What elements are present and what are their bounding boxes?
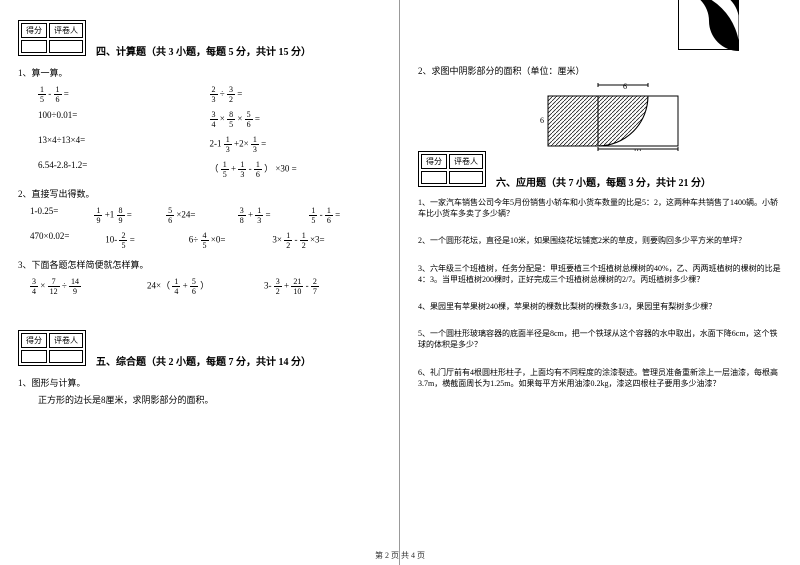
dim-6: 6 xyxy=(623,82,627,91)
s-c: 3- 32 + 2110 - 27 xyxy=(264,277,381,296)
sec5-q1: 1、图形与计算。 xyxy=(18,376,381,389)
d2b: 10- 25 = xyxy=(105,231,189,250)
diagram-shaded-icon: 6 6 10 xyxy=(528,81,648,145)
score-box-5: 得分 评卷人 xyxy=(18,330,86,366)
frac: 13 xyxy=(255,206,263,225)
frac: 34 xyxy=(210,110,218,129)
s-a: 34 × 712 ÷ 149 xyxy=(30,277,147,296)
expr-3b: 2-1 13 +2× 13 = xyxy=(210,135,382,154)
sec5-q2: 2、求图中阴影部分的面积（单位：厘米） xyxy=(418,64,782,77)
frac: 32 xyxy=(274,277,282,296)
frac: 23 xyxy=(210,85,218,104)
sec6-q2: 2、一个圆形花坛，直径是10米，如果围绕花坛铺宽2米的草皮，则要购回多少平方米的… xyxy=(418,235,782,246)
frac: 45 xyxy=(201,231,209,250)
frac: 89 xyxy=(117,206,125,225)
d1d: 38 + 13 = xyxy=(238,206,310,225)
section-6-title: 六、应用题（共 7 小题，每题 3 分，共计 21 分） xyxy=(496,174,711,189)
dim-6v: 6 xyxy=(540,116,544,125)
d2d: 3× 12 - 12 ×3= xyxy=(272,231,381,250)
frac: 149 xyxy=(69,277,81,296)
score-label: 得分 xyxy=(21,23,47,38)
frac: 15 xyxy=(309,206,317,225)
frac: 712 xyxy=(48,277,60,296)
expr-row-1: 15 - 16 = 23 ÷ 32 = xyxy=(38,85,381,104)
grader-blank xyxy=(49,350,83,363)
section-5-title: 五、综合题（共 2 小题，每题 7 分，共计 14 分） xyxy=(96,353,311,368)
expr-row-3: 13×4÷13×4= 2-1 13 +2× 13 = xyxy=(38,135,381,154)
score-label: 得分 xyxy=(21,333,47,348)
s-b: 24×（ 14 + 56 ） xyxy=(147,277,264,296)
expr-2a: 100÷0.01= xyxy=(38,110,210,129)
frac: 19 xyxy=(94,206,102,225)
score-box-4: 得分 评卷人 xyxy=(18,20,86,56)
d1b: 19 +1 89 = xyxy=(94,206,166,225)
frac: 16 xyxy=(254,160,262,179)
expr-2b: 34 × 85 × 56 = xyxy=(210,110,382,129)
page-footer: 第 2 页 共 4 页 xyxy=(0,550,800,561)
sec6-q6: 6、礼门厅前有4根圆柱形柱子，上面均有不同程度的涂漆裂迹。管理员准备重新涂上一层… xyxy=(418,367,782,389)
diagram-square-icon xyxy=(678,0,738,50)
grader-blank xyxy=(49,40,83,53)
frac: 27 xyxy=(311,277,319,296)
score-blank xyxy=(21,40,47,53)
sec6-q5: 5、一个圆柱形玻璃容器的底面半径是8cm，把一个铁球从这个容器的水中取出，水面下… xyxy=(418,328,782,350)
grader-label: 评卷人 xyxy=(49,333,83,348)
frac: 34 xyxy=(30,277,38,296)
direct-row-1: 1-0.25= 19 +1 89 = 56 ×24= 38 + 13 = 15 … xyxy=(30,206,381,225)
frac: 56 xyxy=(166,206,174,225)
section-4-title: 四、计算题（共 3 小题，每题 5 分，共计 15 分） xyxy=(96,43,311,58)
frac: 14 xyxy=(172,277,180,296)
frac: 13 xyxy=(238,160,246,179)
q2-heading: 2、直接写出得数。 xyxy=(18,187,381,200)
frac: 32 xyxy=(227,85,235,104)
frac: 16 xyxy=(54,85,62,104)
sec6-q1: 1、一家汽车销售公司今年5月份销售小轿车和小货车数量的比是5：2，这两种车共销售… xyxy=(418,197,782,219)
section-5-header: 得分 评卷人 五、综合题（共 2 小题，每题 7 分，共计 14 分） xyxy=(18,330,381,370)
grader-label: 评卷人 xyxy=(49,23,83,38)
expr-row-4: 6.54-2.8-1.2= （ 15 + 13 - 16 ） ×30 = xyxy=(38,160,381,179)
d1c: 56 ×24= xyxy=(166,206,238,225)
d1a: 1-0.25= xyxy=(30,206,94,225)
expr-4a: 6.54-2.8-1.2= xyxy=(38,160,210,179)
sec5-q1-text: 正方形的边长是8厘米，求阴影部分的面积。 xyxy=(38,393,381,406)
frac: 15 xyxy=(38,85,46,104)
sec6-q4: 4、果园里有苹果树240棵，苹果树的棵数比梨树的棵数多1/3，果园里有梨树多少棵… xyxy=(418,301,782,312)
score-blank xyxy=(421,171,447,184)
frac: 38 xyxy=(238,206,246,225)
sec6-q3: 3、六年级三个班植树，任务分配是：甲班要植三个班植树总棵树的40%，乙、丙两班植… xyxy=(418,263,782,285)
d2a: 470×0.02= xyxy=(30,231,105,250)
simplify-row: 34 × 712 ÷ 149 24×（ 14 + 56 ） 3- 32 + 21… xyxy=(30,277,381,296)
score-box-6: 得分 评卷人 xyxy=(418,151,486,187)
d1e: 15 - 16 = xyxy=(309,206,381,225)
frac: 13 xyxy=(251,135,259,154)
expr-3a: 13×4÷13×4= xyxy=(38,135,210,154)
q3-heading: 3、下面各题怎样简便就怎样算。 xyxy=(18,258,381,271)
frac: 56 xyxy=(245,110,253,129)
score-blank xyxy=(21,350,47,363)
frac: 15 xyxy=(221,160,229,179)
expr-1b: 23 ÷ 32 = xyxy=(210,85,382,104)
left-column: 得分 评卷人 四、计算题（共 3 小题，每题 5 分，共计 15 分） 1、算一… xyxy=(0,0,400,565)
frac: 16 xyxy=(325,206,333,225)
grader-label: 评卷人 xyxy=(449,154,483,169)
section-4-header: 得分 评卷人 四、计算题（共 3 小题，每题 5 分，共计 15 分） xyxy=(18,20,381,60)
direct-row-2: 470×0.02= 10- 25 = 6÷ 45 ×0= 3× 12 - 12 … xyxy=(30,231,381,250)
d2c: 6÷ 45 ×0= xyxy=(189,231,273,250)
frac: 56 xyxy=(190,277,198,296)
frac: 25 xyxy=(119,231,127,250)
q1-heading: 1、算一算。 xyxy=(18,66,381,79)
score-label: 得分 xyxy=(421,154,447,169)
expr-4b: （ 15 + 13 - 16 ） ×30 = xyxy=(210,160,382,179)
frac: 12 xyxy=(300,231,308,250)
frac: 13 xyxy=(224,135,232,154)
frac: 2110 xyxy=(291,277,303,296)
expr-row-2: 100÷0.01= 34 × 85 × 56 = xyxy=(38,110,381,129)
section-6-header: 得分 评卷人 六、应用题（共 7 小题，每题 3 分，共计 21 分） xyxy=(418,151,782,191)
expr-1a: 15 - 16 = xyxy=(38,85,210,104)
right-column: 2、求图中阴影部分的面积（单位：厘米） 6 6 10 得分 评卷人 xyxy=(400,0,800,565)
frac: 12 xyxy=(284,231,292,250)
frac: 85 xyxy=(227,110,235,129)
grader-blank xyxy=(449,171,483,184)
